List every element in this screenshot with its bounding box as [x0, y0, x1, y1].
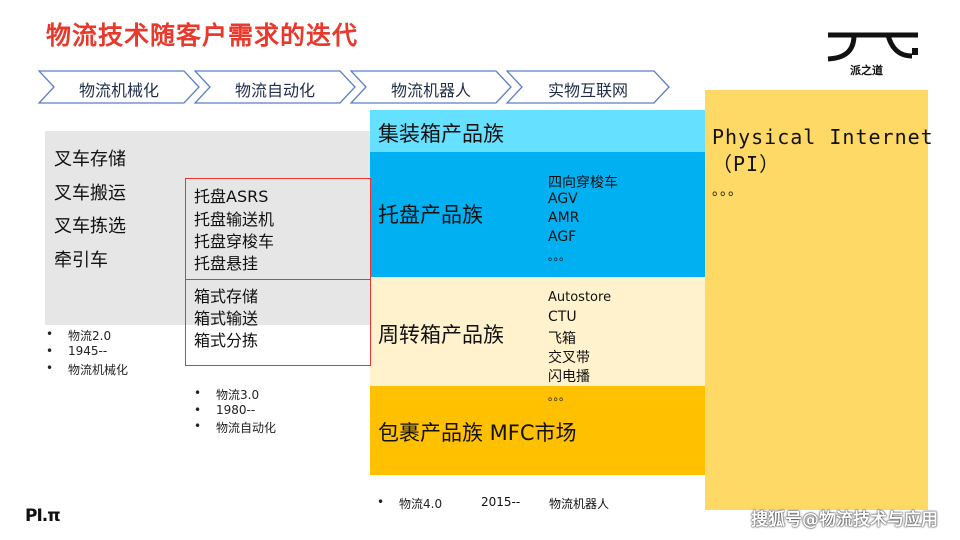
tote-item: 。。。 [548, 390, 570, 403]
pallet-family: 托盘产品族 四向穿梭车 AGV AMR AGF 。。。 [370, 152, 705, 277]
mech-bullet: 1945-- [46, 344, 107, 358]
pi-footer-logo: PI.π [25, 506, 61, 526]
container-family: 集装箱产品族 [370, 110, 705, 152]
pallet-item: 四向穿梭车 [548, 175, 618, 191]
tote-item: 闪电播 [548, 369, 590, 385]
stage-label: 物流机器人 [390, 81, 471, 100]
pallet-family-title: 托盘产品族 [378, 203, 483, 227]
chevron-shape-icon [38, 70, 200, 104]
auto-bullet: 1980-- [194, 403, 255, 417]
container-family-title: 集装箱产品族 [378, 122, 504, 146]
auto-bullet: 物流自动化 [194, 419, 276, 436]
stage-robotics: 物流机器人 [350, 70, 512, 104]
pallet-item: AMR [548, 210, 580, 226]
auto-pallet-item: 托盘穿梭车 [194, 232, 275, 251]
tote-family-title: 周转箱产品族 [378, 323, 504, 347]
automation-box [185, 178, 371, 366]
watermark: 搜狐号@物流技术与应用 [751, 510, 938, 530]
divider [186, 279, 370, 280]
pi-line: （PI） [712, 152, 781, 176]
parcel-family-title: 包裹产品族 MFC市场 [378, 421, 577, 445]
logo-text: 派之道 [850, 64, 883, 77]
mech-item: 牵引车 [54, 250, 108, 271]
stage-label: 实物互联网 [547, 81, 628, 100]
auto-pallet-item: 托盘输送机 [194, 210, 275, 229]
mech-bullet: 物流机械化 [46, 361, 128, 378]
pallet-item: AGV [548, 191, 578, 207]
paizhidao-logo-icon [827, 32, 918, 62]
auto-pallet-item: 托盘ASRS [194, 187, 269, 206]
auto-tote-item: 箱式分拣 [194, 331, 259, 350]
auto-bullet: 物流3.0 [194, 386, 259, 403]
robotics-bullet: 物流4.0 [377, 495, 442, 512]
pi-line: 。。。 [712, 183, 743, 199]
chevron-shape-icon [350, 70, 512, 104]
robotics-label: 物流机器人 [549, 497, 610, 511]
page-title: 物流技术随客户需求的迭代 [46, 21, 359, 50]
stage-automation: 物流自动化 [194, 70, 356, 104]
tote-item: 交叉带 [548, 350, 590, 366]
physical-internet-text: Physical Internet （PI） 。。。 [712, 124, 934, 205]
stage-label: 物流自动化 [234, 81, 315, 100]
chevron-shape-icon [506, 70, 670, 104]
tote-item: Autostore [548, 290, 612, 305]
pallet-item: 。。。 [548, 250, 570, 263]
auto-tote-item: 箱式输送 [194, 309, 259, 328]
mech-item: 叉车搬运 [54, 183, 126, 204]
tote-item: 飞箱 [548, 331, 576, 347]
stage-physical-internet: 实物互联网 [506, 70, 670, 104]
stage-label: 物流机械化 [78, 81, 159, 100]
pi-line: Physical Internet [712, 125, 934, 149]
auto-pallet-item: 托盘悬挂 [194, 254, 259, 273]
robotics-year: 2015-- [481, 495, 521, 509]
physical-internet-panel [705, 90, 928, 510]
pallet-item: AGF [548, 229, 577, 245]
mech-bullet: 物流2.0 [46, 327, 111, 344]
parcel-family: 。。。 包裹产品族 MFC市场 [370, 386, 705, 475]
tote-item: CTU [548, 309, 577, 325]
mech-item: 叉车存储 [54, 149, 126, 170]
auto-tote-item: 箱式存储 [194, 287, 259, 306]
mechanization-panel [45, 131, 370, 325]
stage-mechanization: 物流机械化 [38, 70, 200, 104]
chevron-shape-icon [194, 70, 356, 104]
mech-item: 叉车拣选 [54, 216, 126, 237]
tote-family: 周转箱产品族 Autostore CTU 飞箱 交叉带 闪电播 [370, 277, 705, 386]
